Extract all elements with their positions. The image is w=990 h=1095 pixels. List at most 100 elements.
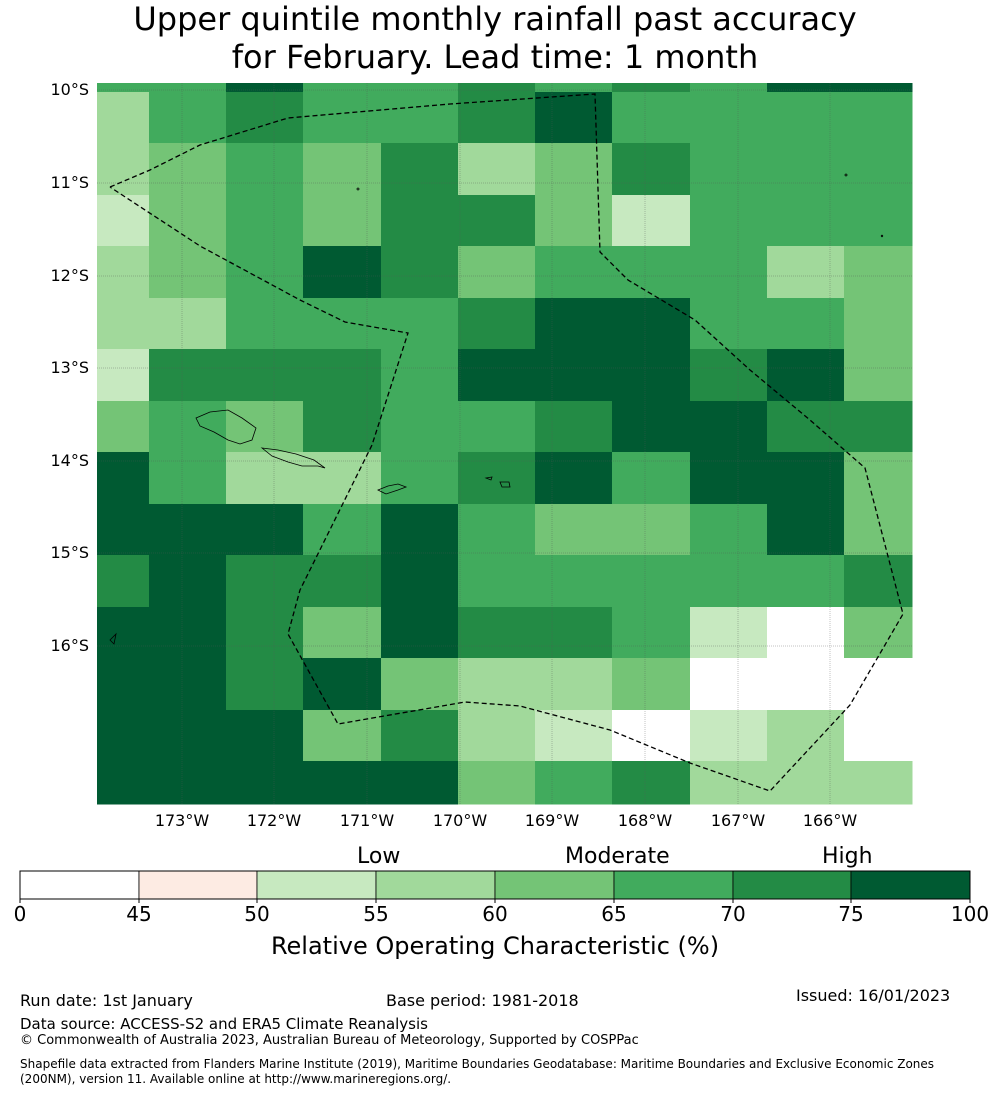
- grid-cell: [149, 555, 227, 608]
- grid-cell: [767, 92, 845, 144]
- lat-label: 11°S: [50, 173, 89, 192]
- issued-date: Issued: 16/01/2023: [796, 986, 951, 1005]
- copyright: © Commonwealth of Australia 2023, Austra…: [20, 1033, 639, 1048]
- grid-cell: [149, 401, 227, 453]
- grid-cell: [149, 349, 227, 402]
- grid-cell: [458, 195, 536, 247]
- island-upolu: [260, 447, 326, 469]
- lon-label: 168°W: [617, 811, 673, 830]
- grid-cell: [458, 298, 536, 350]
- colorbar-tick: 65: [601, 902, 627, 926]
- legend-category-low: Low: [357, 844, 401, 869]
- grid-cell: [844, 83, 913, 93]
- grid-cell: [535, 349, 613, 402]
- grid-cell: [303, 349, 382, 402]
- lon-label: 166°W: [802, 811, 858, 830]
- island-tutuila: [377, 483, 408, 495]
- lon-label: 169°W: [524, 811, 580, 830]
- grid-cell: [690, 246, 768, 299]
- grid-cell: [458, 349, 536, 402]
- data-source: Data source: ACCESS-S2 and ERA5 Climate …: [20, 1015, 428, 1033]
- grid-cell: [458, 607, 536, 659]
- grid-cell: [844, 349, 913, 402]
- grid-cell: [767, 658, 845, 711]
- colorbar-tick: 100: [950, 902, 990, 926]
- grid-cell: [767, 246, 845, 299]
- grid-cell: [381, 83, 459, 93]
- grid-cell: [844, 658, 913, 711]
- grid-cell: [381, 504, 459, 556]
- grid-cell: [303, 504, 382, 556]
- islands: [109, 173, 884, 645]
- grid-cell: [458, 83, 536, 93]
- map-title: Upper quintile monthly rainfall past acc…: [0, 0, 990, 76]
- lon-label: 171°W: [339, 811, 395, 830]
- grid-cell: [303, 607, 382, 659]
- grid-cell: [458, 710, 536, 762]
- grid-cell: [226, 298, 304, 350]
- lat-label: 14°S: [50, 451, 89, 470]
- grid-cell: [149, 298, 227, 350]
- grid-cell: [303, 195, 382, 247]
- grid-cell: [381, 298, 459, 350]
- grid-cell: [535, 143, 613, 196]
- island-ofu: [484, 476, 493, 481]
- grid-cell: [767, 452, 845, 505]
- grid-cell: [612, 658, 691, 711]
- grid-cell: [767, 298, 845, 350]
- grid-cell: [535, 710, 613, 762]
- eez-boundary: [109, 93, 904, 792]
- grid-cell: [226, 246, 304, 299]
- base-period: Base period: 1981-2018: [386, 991, 579, 1010]
- lon-label: 172°W: [246, 811, 302, 830]
- grid-cell: [535, 452, 613, 505]
- island-savaii: [195, 409, 257, 445]
- grid-cell: [226, 761, 304, 805]
- grid-cell: [97, 761, 150, 805]
- grid-cell: [535, 83, 613, 93]
- grid-cell: [844, 761, 913, 805]
- grid-cell: [97, 349, 150, 402]
- island-swains: [356, 187, 360, 191]
- grid-cell: [690, 555, 768, 608]
- grid-cell: [844, 298, 913, 350]
- grid-cell: [381, 92, 459, 144]
- grid-cell: [690, 349, 768, 402]
- grid-cell: [97, 92, 150, 144]
- grid-cell: [767, 555, 845, 608]
- grid-cell: [97, 195, 150, 247]
- island-niuafoou: [109, 632, 117, 645]
- grid-cell: [458, 401, 536, 453]
- grid-cell: [381, 761, 459, 805]
- colorbar-tick: 60: [482, 902, 508, 926]
- grid-cell: [612, 452, 691, 505]
- grid-cell: [458, 658, 536, 711]
- grid-cell: [381, 607, 459, 659]
- grid-cell: [381, 658, 459, 711]
- grid-cell: [458, 555, 536, 608]
- lon-label: 167°W: [710, 811, 766, 830]
- grid-cell: [226, 195, 304, 247]
- grid-cell: [149, 761, 227, 805]
- grid-cell: [97, 555, 150, 608]
- grid-cell: [844, 452, 913, 505]
- grid-cell: [97, 658, 150, 711]
- grid-cell: [303, 761, 382, 805]
- grid-cell: [612, 195, 691, 247]
- colorbar-tick: 55: [363, 902, 389, 926]
- colorbar-tick: 0: [13, 902, 27, 926]
- grid-cell: [303, 83, 382, 93]
- lon-label: 173°W: [154, 811, 210, 830]
- grid-cells: [97, 83, 913, 805]
- grid-cell: [226, 143, 304, 196]
- grid-cell: [149, 83, 227, 93]
- grid-cell: [149, 452, 227, 505]
- grid-cell: [535, 607, 613, 659]
- grid-cell: [612, 143, 691, 196]
- grid-cell: [767, 401, 845, 453]
- run-date: Run date: 1st January: [20, 991, 193, 1010]
- colorbar-tick: 75: [838, 902, 864, 926]
- grid-cell: [226, 504, 304, 556]
- grid-cell: [612, 92, 691, 144]
